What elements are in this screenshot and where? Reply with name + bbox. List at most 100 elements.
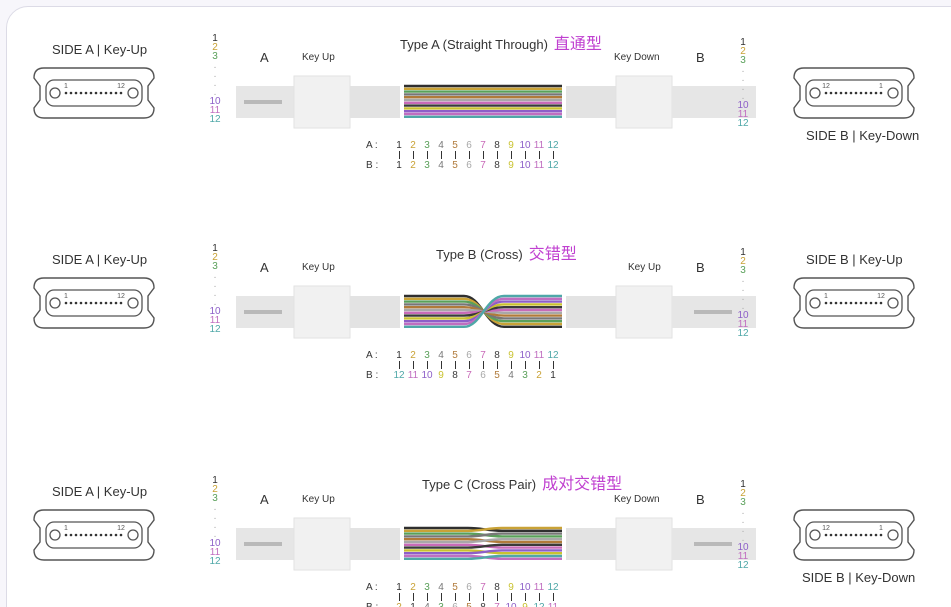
guide-pin-hole-right [887,297,899,309]
pin-number: 11 [737,109,749,120]
fiber-hole [834,91,838,95]
fiber-hole [869,91,873,95]
cable-assembly [236,75,756,129]
mapping-a-number: 4 [438,582,444,593]
connector-ferrule [45,289,143,317]
fiber-hole [74,533,78,537]
fiber-strand [404,549,562,555]
pin-number-column-left: 1 2 3.... 10 11 12 [208,34,222,125]
mapping-b-number: 11 [546,602,560,607]
fiber-hole [104,533,108,537]
fiber-hole [844,533,848,537]
guide-pin-hole-left [49,297,61,309]
fiber-hole [99,91,103,95]
fiber-hole [839,533,843,537]
guide-pin-hole-left [49,529,61,541]
mapping-connector-line [483,151,484,159]
mapping-a-number: 10 [519,140,531,151]
fiber-hole [834,301,838,305]
fiber-hole [64,91,68,95]
mapping-row-label-a: A : [366,582,378,593]
fiber-hole [859,533,863,537]
mapping-b-number: 11 [407,370,419,381]
pin-number: . [213,60,217,71]
side-a-label: SIDE A | Key-Up [52,42,148,57]
mapping-connector-line [553,361,554,369]
mapping-connector-line [483,361,484,369]
mapping-connector-line [469,151,470,159]
cable-type-row-c: SIDE A | Key-Up 1 12 1 2 3.... 10 11 12 A Key Up Ty… [0,470,951,607]
cable-type-name-chinese: 直通型 [553,36,602,53]
left-key-orientation-label: Key Up [302,52,335,63]
pin-number-column-left: 1 2 3.... 10 11 12 [208,476,222,567]
mpo-connector-face-b: 1 12 [793,277,915,329]
mpo-connector-face-b: 12 1 [793,67,915,119]
fiber-hole [109,301,113,305]
mapping-a-number: 8 [494,350,500,361]
fiber-hole [99,533,103,537]
fiber-hole [114,91,118,95]
guide-pin-hole-right [127,297,139,309]
end-a-letter: A [260,260,269,275]
mapping-connector-line [469,361,470,369]
fiber-hole [104,301,108,305]
connector-ferrule [45,521,143,549]
guide-pin-hole-right [127,87,139,99]
mapping-b-number: 5 [462,602,476,607]
mapping-b-number: 9 [508,160,514,171]
mapping-a-number: 7 [480,582,486,593]
pin-number: 2 [212,252,218,263]
mapping-a-number: 5 [452,582,458,593]
pin-number: . [213,279,217,290]
mapping-b-number: 8 [494,160,500,171]
pin-number: . [213,78,217,89]
fiber-strand [404,538,562,544]
right-key-orientation-label: Key Down [614,52,660,63]
mapping-a-number: 8 [494,582,500,593]
mapping-b-number: 7 [490,602,504,607]
mapping-b-number: 1 [396,160,402,171]
right-key-orientation-label: Key Down [614,494,660,505]
mapping-b-number: 5 [452,160,458,171]
mapping-connector-line [427,593,428,601]
fiber-number-start: 1 [824,293,828,300]
mapping-b-number: 3 [424,160,430,171]
mapping-connector-line [399,151,400,159]
mapping-connector-line [455,151,456,159]
mapping-connector-line [497,593,498,601]
cable-type-title: Type A (Straight Through) 直通型 [400,30,602,54]
fiber-number-end: 12 [877,293,885,300]
mapping-connector-line [441,361,442,369]
left-ferrule-key-slot [244,100,282,104]
right-strain-relief [566,528,616,560]
mapping-a-number: 3 [424,350,430,361]
pin-number: 12 [737,118,749,129]
pin-number: 1 [740,247,746,258]
right-key-orientation-label: Key Up [628,262,661,273]
fiber-strand [404,554,562,560]
pin-number: . [741,515,745,526]
mapping-b-number: 11 [533,160,545,171]
mapping-b-number: 6 [480,370,486,381]
end-b-letter: B [696,50,705,65]
pin-number: . [741,506,745,517]
fiber-hole [859,301,863,305]
mapping-connector-line [455,593,456,601]
mapping-connector-line [525,361,526,369]
mapping-a-number: 11 [533,582,545,593]
mapping-a-number: 10 [519,350,531,361]
pin-number: . [741,82,745,93]
fiber-number-end: 12 [117,525,125,532]
pin-number: . [213,288,217,299]
cable-type-name: Type B (Cross) [436,247,523,262]
fiber-hole [69,91,73,95]
pin-number: . [213,87,217,98]
mapping-a-number: 12 [547,350,559,361]
mapping-a-number: 8 [494,140,500,151]
pin-number: 12 [209,556,221,567]
mapping-connector-line [511,151,512,159]
mapping-connector-line [539,593,540,601]
connector-ferrule [805,79,903,107]
fiber-hole [94,91,98,95]
mapping-b-number: 9 [518,602,532,607]
